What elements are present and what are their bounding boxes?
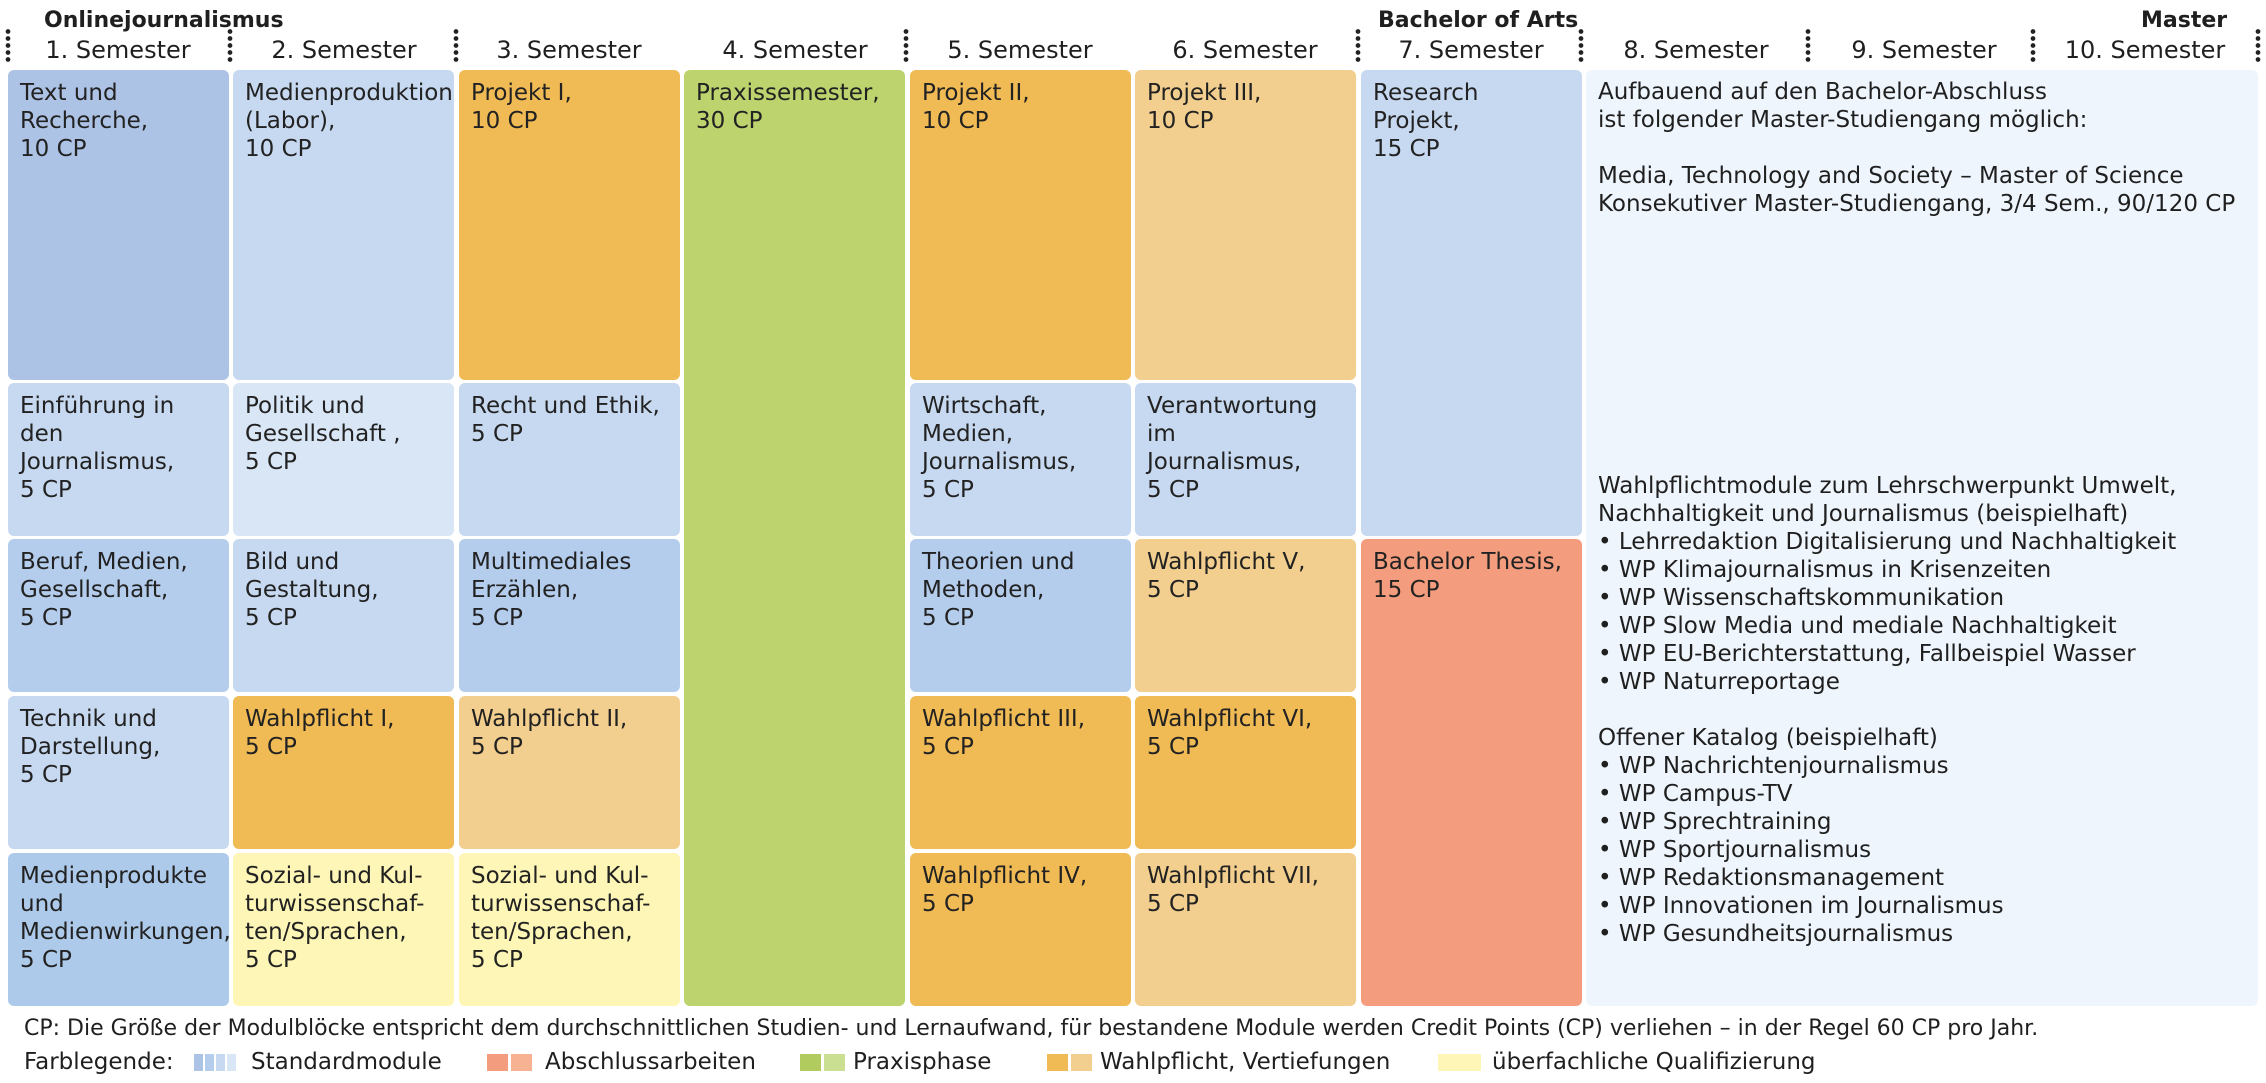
semester-separator xyxy=(1805,28,1811,64)
module-bild-gestaltung: Bild und Gestaltung, 5 CP xyxy=(233,539,454,692)
list-item: WP Nachrichtenjournalismus xyxy=(1598,752,2004,780)
module-wirtschaft-medien: Wirtschaft, Medien, Journalismus, 5 CP xyxy=(910,383,1131,536)
list-item: Lehrredaktion Digitalisierung und Nachha… xyxy=(1598,528,2176,556)
module-sozial-kulturwissenschaften: Sozial- und Kul- turwissenschaf- ten/Spr… xyxy=(233,853,454,1006)
module-multimediales-erzaehlen: Multimediales Erzählen, 5 CP xyxy=(459,539,680,692)
legend-general: überfachliche Qualifizierung xyxy=(1492,1049,1816,1075)
semester-8-header: 8. Semester xyxy=(1623,36,1769,64)
master-label: Master xyxy=(2141,8,2228,33)
module-praxissemester: Praxissemester, 30 CP xyxy=(684,70,905,1006)
semester-separator xyxy=(227,28,233,64)
bachelor-label: Bachelor of Arts xyxy=(1378,8,1579,33)
module-text-recherche: Text und Recherche, 10 CP xyxy=(8,70,229,380)
legend-swatch-thesis xyxy=(487,1054,508,1071)
semester-separator xyxy=(2255,28,2261,64)
legend-swatch-standard xyxy=(227,1054,236,1071)
legend-swatch-thesis xyxy=(511,1054,532,1071)
module-einfuehrung-journalismus: Einführung in den Journalismus, 5 CP xyxy=(8,383,229,536)
module-wahlpflicht-5: Wahlpflicht V, 5 CP xyxy=(1135,539,1356,692)
module-projekt-3: Projekt III, 10 CP xyxy=(1135,70,1356,380)
wahlpflicht-list: Lehrredaktion Digitalisierung und Nachha… xyxy=(1598,528,2176,696)
module-wahlpflicht-2: Wahlpflicht II, 5 CP xyxy=(459,696,680,849)
list-item: WP Redaktionsmanagement xyxy=(1598,864,2004,892)
module-beruf-medien-gesellschaft: Beruf, Medien, Gesellschaft, 5 CP xyxy=(8,539,229,692)
legend-swatch-standard xyxy=(194,1054,203,1071)
master-intro-text: Aufbauend auf den Bachelor-Abschluss ist… xyxy=(1598,79,2236,217)
module-wahlpflicht-7: Wahlpflicht VII, 5 CP xyxy=(1135,853,1356,1006)
semester-2-header: 2. Semester xyxy=(271,36,417,64)
module-wahlpflicht-3: Wahlpflicht III, 5 CP xyxy=(910,696,1131,849)
list-item: WP Campus-TV xyxy=(1598,780,2004,808)
semester-5-header: 5. Semester xyxy=(947,36,1093,64)
list-item: WP Sprechtraining xyxy=(1598,808,2004,836)
semester-separator xyxy=(1355,28,1361,64)
list-item: WP Sportjournalismus xyxy=(1598,836,2004,864)
catalog-list: WP Nachrichtenjournalismus WP Campus-TV … xyxy=(1598,752,2004,948)
catalog-title: Offener Katalog (beispielhaft) xyxy=(1598,725,1938,751)
semester-9-header: 9. Semester xyxy=(1851,36,1997,64)
list-item: WP Slow Media und mediale Nachhaltigkeit xyxy=(1598,612,2176,640)
module-projekt-2: Projekt II, 10 CP xyxy=(910,70,1131,380)
legend-swatch-practice xyxy=(800,1054,821,1071)
list-item: WP Naturreportage xyxy=(1598,668,2176,696)
list-item: WP Klimajournalismus in Krisenzeiten xyxy=(1598,556,2176,584)
module-politik-gesellschaft: Politik und Gesellschaft , 5 CP xyxy=(233,383,454,536)
legend-elective: Wahlpflicht, Vertiefungen xyxy=(1100,1049,1391,1075)
program-title: Onlinejournalismus xyxy=(44,8,284,33)
semester-separator xyxy=(2030,28,2036,64)
legend-swatch-standard xyxy=(205,1054,214,1071)
module-medienprodukte: Medienprodukte und Medienwirkungen, 5 CP xyxy=(8,853,231,1006)
module-research-projekt: Research Projekt, 15 CP xyxy=(1361,70,1582,536)
legend-swatch-standard xyxy=(216,1054,225,1071)
legend-swatch-general xyxy=(1438,1054,1481,1071)
semester-1-header: 1. Semester xyxy=(45,36,191,64)
module-verantwortung-journalismus: Verantwortung im Journalismus, 5 CP xyxy=(1135,383,1356,536)
credit-points-note: CP: Die Größe der Modulblöcke entspricht… xyxy=(24,1016,2039,1041)
module-theorien-methoden: Theorien und Methoden, 5 CP xyxy=(910,539,1131,692)
module-projekt-1: Projekt I, 10 CP xyxy=(459,70,680,380)
semester-separator xyxy=(1578,28,1584,64)
module-wahlpflicht-1: Wahlpflicht I, 5 CP xyxy=(233,696,454,849)
legend-practice: Praxisphase xyxy=(853,1049,992,1075)
legend-thesis: Abschlussarbeiten xyxy=(545,1049,756,1075)
legend-standard: Standardmodule xyxy=(251,1049,442,1075)
legend-label: Farblegende: xyxy=(24,1049,174,1075)
list-item: WP Wissenschaftskommunikation xyxy=(1598,584,2176,612)
module-sozial-kulturwissenschaften: Sozial- und Kul- turwissenschaf- ten/Spr… xyxy=(459,853,680,1006)
module-bachelor-thesis: Bachelor Thesis, 15 CP xyxy=(1361,539,1582,1006)
semester-10-header: 10. Semester xyxy=(2064,36,2226,64)
semester-6-header: 6. Semester xyxy=(1172,36,1318,64)
semester-separator xyxy=(903,28,909,64)
module-wahlpflicht-4: Wahlpflicht IV, 5 CP xyxy=(910,853,1131,1006)
module-wahlpflicht-6: Wahlpflicht VI, 5 CP xyxy=(1135,696,1356,849)
list-item: WP EU-Berichterstattung, Fallbeispiel Wa… xyxy=(1598,640,2176,668)
semester-3-header: 3. Semester xyxy=(496,36,642,64)
semester-separator xyxy=(5,28,11,64)
list-item: WP Gesundheitsjournalismus xyxy=(1598,920,2004,948)
wahlpflicht-title: Wahlpflichtmodule zum Lehrschwerpunkt Um… xyxy=(1598,473,2177,527)
legend-swatch-elective xyxy=(1071,1054,1092,1071)
module-recht-ethik: Recht und Ethik, 5 CP xyxy=(459,383,680,536)
legend-swatch-practice xyxy=(824,1054,845,1071)
module-technik-darstellung: Technik und Darstellung, 5 CP xyxy=(8,696,229,849)
legend-swatch-elective xyxy=(1047,1054,1068,1071)
module-medienproduktion: Medienproduktion (Labor), 10 CP xyxy=(233,70,454,380)
semester-7-header: 7. Semester xyxy=(1398,36,1544,64)
semester-separator xyxy=(453,28,459,64)
semester-4-header: 4. Semester xyxy=(722,36,868,64)
list-item: WP Innovationen im Journalismus xyxy=(1598,892,2004,920)
